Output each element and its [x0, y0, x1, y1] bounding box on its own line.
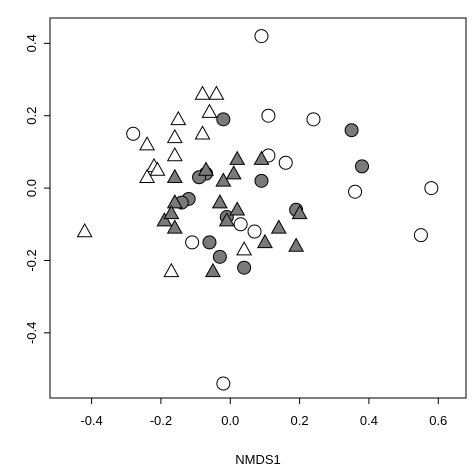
- data-point-circle-open: [424, 181, 439, 196]
- x-tick-label: 0.6: [429, 413, 447, 428]
- data-point-circle-open: [126, 126, 141, 141]
- data-point-circle-filled: [237, 260, 252, 275]
- data-point-circle-open: [348, 184, 363, 199]
- data-point-circle-open: [254, 29, 269, 44]
- data-point-triangle-filled: [156, 212, 173, 227]
- x-tick-label: 0.0: [221, 413, 239, 428]
- data-point-circle-open: [185, 235, 200, 250]
- data-point-triangle-open: [76, 222, 93, 238]
- data-point-circle-open: [233, 217, 248, 232]
- data-point-triangle-filled: [229, 150, 246, 165]
- y-tick-label: 0.0: [24, 179, 39, 197]
- x-axis-title: NMDS1: [235, 452, 281, 467]
- data-point-triangle-filled: [253, 150, 270, 165]
- y-tick-label: -0.4: [24, 322, 39, 344]
- data-point-circle-filled: [212, 249, 227, 264]
- data-point-circle-filled: [216, 112, 231, 127]
- data-point-triangle-open: [208, 85, 225, 100]
- x-tick-label: 0.2: [291, 413, 309, 428]
- y-tick-label: 0.4: [24, 34, 39, 52]
- data-point-circle-open: [413, 228, 428, 243]
- data-point-triangle-open: [236, 241, 253, 256]
- points-layer: [76, 29, 439, 391]
- data-point-triangle-filled: [291, 204, 308, 220]
- data-point-circle-filled: [344, 123, 359, 138]
- data-point-triangle-filled: [198, 161, 214, 176]
- data-point-circle-filled: [254, 173, 269, 188]
- data-point-triangle-open: [201, 103, 218, 118]
- data-point-triangle-filled: [270, 219, 287, 234]
- data-point-triangle-filled: [256, 233, 273, 249]
- data-point-circle-filled: [355, 159, 369, 174]
- data-point-triangle-open: [139, 168, 156, 183]
- data-point-triangle-filled: [229, 201, 246, 216]
- data-point-triangle-filled: [211, 194, 228, 209]
- data-point-triangle-open: [163, 262, 180, 278]
- data-point-triangle-open: [170, 110, 187, 126]
- data-point-triangle-filled: [215, 172, 232, 187]
- data-point-triangle-filled: [218, 212, 235, 227]
- x-axis: -0.4 -0.2 0.0 0.2 0.4 0.6: [80, 398, 447, 428]
- data-point-triangle-filled: [166, 194, 183, 209]
- data-point-triangle-filled: [166, 168, 183, 183]
- x-tick-label: -0.4: [80, 413, 102, 428]
- x-tick-label: -0.2: [150, 413, 172, 428]
- plot-frame: [49, 17, 467, 399]
- data-point-circle-filled: [202, 235, 217, 250]
- data-point-triangle-open: [149, 161, 166, 176]
- data-point-triangle-filled: [225, 165, 242, 180]
- data-point-triangle-open: [194, 125, 211, 140]
- data-point-circle-open: [306, 112, 321, 127]
- data-point-circle-open: [278, 155, 293, 170]
- data-point-triangle-open: [194, 85, 211, 100]
- data-point-triangle-open: [166, 146, 183, 162]
- data-point-triangle-filled: [163, 204, 180, 220]
- x-tick-label: 0.4: [360, 413, 378, 428]
- y-axis: -0.4 -0.2 0.0 0.2 0.4: [24, 34, 50, 344]
- data-point-circle-open: [216, 376, 231, 391]
- data-point-triangle-filled: [166, 219, 183, 234]
- data-point-triangle-filled: [288, 237, 305, 252]
- data-point-circle-open: [247, 224, 262, 239]
- data-point-circle-open: [261, 108, 276, 123]
- data-point-triangle-open: [139, 136, 156, 151]
- data-point-triangle-open: [166, 128, 183, 144]
- y-tick-label: -0.2: [24, 249, 39, 271]
- y-tick-label: 0.2: [24, 107, 39, 125]
- data-point-triangle-filled: [204, 262, 221, 278]
